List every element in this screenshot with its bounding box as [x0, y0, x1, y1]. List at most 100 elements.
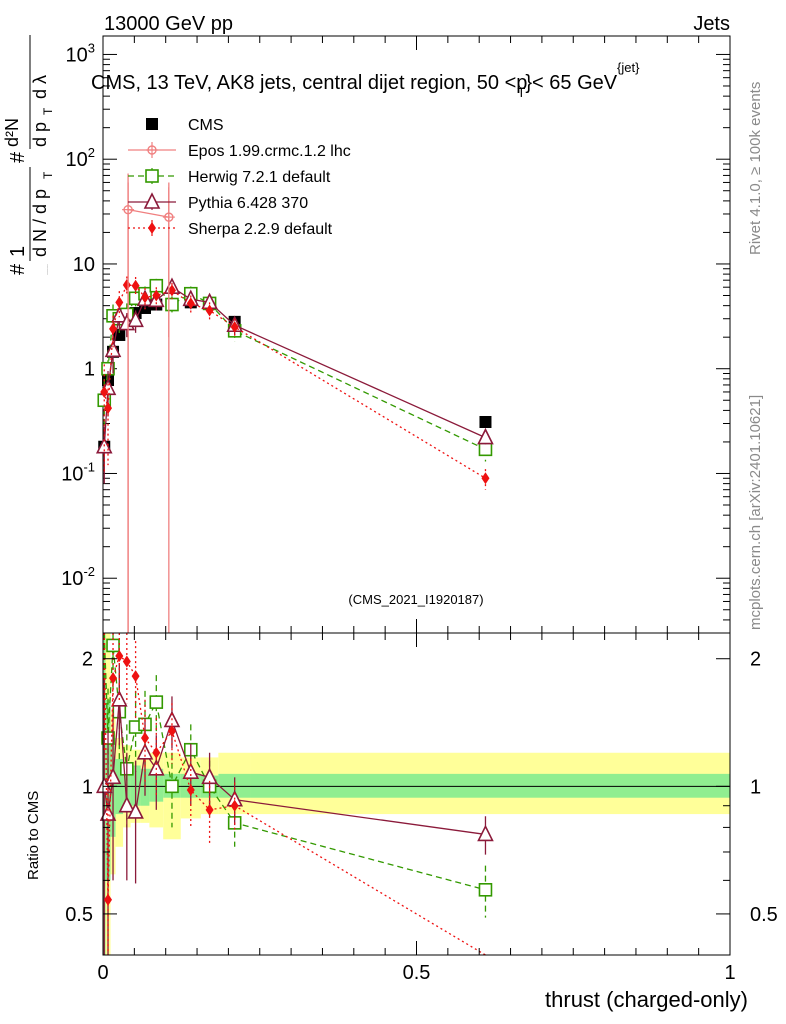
plot-title: CMS, 13 TeV, AK8 jets, central dijet reg… [91, 72, 618, 100]
y-tick-label: 10-2 [61, 564, 95, 590]
pythia-ratio-point [477, 824, 494, 842]
herwig-point [165, 297, 179, 312]
ratio-y-tick-label: 0.5 [65, 904, 93, 926]
sherpa-point [152, 289, 161, 302]
sherpa-point [122, 278, 131, 291]
pythia-point [477, 427, 494, 445]
data-point [479, 415, 492, 428]
series-sherpa [100, 276, 490, 490]
svg-text:1: 1 [7, 246, 29, 257]
sherpa-ratio-point [186, 784, 195, 797]
svg-text:T: T [41, 171, 55, 179]
herwig-point [478, 442, 493, 457]
sherpa-line [103, 284, 486, 479]
x-axis-label: thrust (charged-only) [545, 987, 748, 1012]
band-inner [250, 773, 731, 798]
pythia-ratio-point [118, 795, 136, 813]
svg-text:d N / d p: d N / d p [30, 189, 50, 257]
ratio-y-tick-label: 2 [82, 649, 93, 671]
energy-label: 13000 GeV pp [104, 13, 233, 35]
sherpa-ratio-point [104, 893, 113, 906]
ratio-y-tick-label-right: 1 [750, 776, 761, 798]
legend: CMS Epos 1.99.crmc.1.2 lhc Herwig 7.2.1 de… [128, 117, 351, 238]
y-tick-label: 10-1 [61, 459, 95, 485]
y-tick-label-base: 10 [61, 463, 83, 485]
legend-marker-sherpa [148, 222, 156, 234]
ratio-y-tick-label: 1 [82, 776, 93, 798]
sherpa-point [481, 472, 490, 485]
sherpa-point [131, 279, 140, 292]
main-y-axis-label: # 1 d N / d p T # d²N d p T d λ 1/(dN/dp… [2, 35, 55, 275]
y-tick-label-base: 10 [66, 44, 88, 66]
sherpa-point [205, 304, 214, 317]
plot-title-sup: {jet} [617, 60, 640, 75]
sherpa-ratio-point [141, 732, 150, 745]
plot-title-sub: T [517, 85, 525, 100]
sherpa-ratio-point [115, 649, 124, 662]
y-tick-label-exp: 2 [88, 145, 95, 160]
y-tick-label-base: 10 [61, 568, 83, 590]
jets-label: Jets [693, 13, 730, 35]
analysis-id: (CMS_2021_I1920187) [348, 592, 483, 607]
y-tick-label: 10 [73, 254, 95, 276]
series-data [98, 296, 492, 453]
ratio-y-tick-label-right: 2 [750, 649, 761, 671]
herwig-ratio-point [165, 779, 179, 794]
sherpa-point [230, 321, 239, 334]
svg-text:d²N: d²N [2, 118, 22, 147]
legend-marker-pythia [143, 192, 161, 209]
ratio-series-sherpa [103, 632, 486, 956]
plot-title-end: }< 65 GeV [525, 72, 617, 94]
y-tick-label-exp: -2 [83, 564, 95, 579]
ratio-plot: 0.5 0.5 1 1 2 2 0 0.5 1 [65, 632, 778, 984]
sherpa-ratio-point [109, 672, 118, 685]
pythia-ratio-point [182, 762, 200, 779]
pythia-ratio-point [104, 767, 122, 785]
y-tick-label: 102 [66, 145, 95, 171]
legend-label-sherpa: Sherpa 2.2.9 default [188, 221, 333, 238]
series-pythia [95, 277, 494, 484]
svg-text:#: # [7, 151, 29, 163]
legend-label-epos: Epos 1.99.crmc.1.2 lhc [188, 143, 351, 160]
y-tick-label-exp: -1 [83, 459, 95, 474]
y-tick-label-base: 10 [66, 149, 88, 171]
x-tick-label: 0.5 [403, 962, 431, 984]
ratio-y-axis-label: Ratio to CMS [25, 791, 42, 880]
pythia-ratio-point [127, 802, 144, 819]
y-tick-label-exp: 3 [88, 40, 95, 55]
sherpa-ratio-point [167, 725, 176, 738]
herwig-ratio-point [478, 883, 493, 897]
plot-title-main: CMS, 13 TeV, AK8 jets, central dijet reg… [91, 72, 527, 94]
sherpa-point [186, 297, 195, 310]
sherpa-ratio-point [230, 799, 239, 812]
sherpa-point [167, 284, 176, 297]
svg-text:d p: d p [30, 122, 50, 147]
ratio-y-tick-label-right: 0.5 [750, 904, 778, 926]
pythia-point [104, 340, 122, 358]
legend-marker-herwig [145, 169, 159, 183]
sherpa-point [100, 385, 109, 398]
pythia-ratio-point [201, 767, 218, 785]
sherpa-ratio-point [152, 746, 161, 759]
x-tick-label: 0 [97, 962, 108, 984]
pythia-point [127, 310, 144, 328]
sherpa-point [104, 402, 113, 415]
y-tick-label: 103 [66, 40, 95, 66]
legend-marker-data [146, 118, 158, 130]
rivet-label: Rivet 4.1.0, ≥ 100k events [747, 82, 764, 255]
sherpa-ratio-point [122, 655, 131, 668]
legend-label-data: CMS [188, 117, 224, 134]
herwig-ratio-point [149, 695, 164, 709]
sherpa-ratio-point [131, 670, 140, 683]
epos-line [127, 209, 169, 218]
x-tick-label: 1 [724, 962, 735, 984]
sherpa-point [109, 322, 118, 335]
svg-text:d λ: d λ [30, 75, 50, 99]
svg-text:T: T [41, 107, 55, 115]
mcplots-label: mcplots.cern.ch [arXiv:2401.10621] [747, 395, 764, 630]
y-tick-label: 1 [84, 359, 95, 381]
svg-text:#: # [7, 263, 29, 275]
sherpa-ratio-point [205, 803, 214, 816]
